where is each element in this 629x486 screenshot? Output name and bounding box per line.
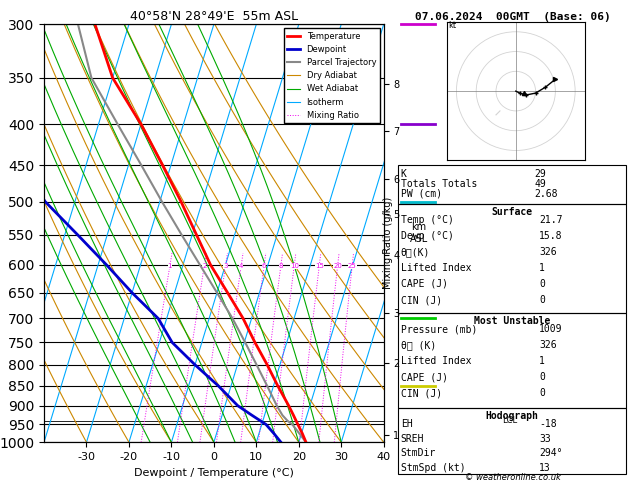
Text: LCL: LCL: [503, 417, 518, 425]
X-axis label: Dewpoint / Temperature (°C): Dewpoint / Temperature (°C): [134, 468, 294, 478]
Text: 326: 326: [539, 340, 557, 350]
Text: 1009: 1009: [539, 324, 562, 334]
Text: 07.06.2024  00GMT  (Base: 06): 07.06.2024 00GMT (Base: 06): [415, 12, 611, 22]
Text: Temp (°C): Temp (°C): [401, 215, 454, 225]
Text: 1: 1: [539, 356, 545, 366]
Text: 13: 13: [539, 463, 551, 473]
Text: 1: 1: [539, 263, 545, 273]
Text: 0: 0: [539, 388, 545, 399]
Text: 0: 0: [539, 295, 545, 305]
Text: CIN (J): CIN (J): [401, 295, 442, 305]
Text: Surface: Surface: [491, 207, 532, 217]
Text: 3: 3: [223, 262, 228, 269]
Text: 294°: 294°: [539, 448, 562, 458]
Text: 1: 1: [168, 262, 172, 269]
Text: 326: 326: [539, 247, 557, 257]
Text: © weatheronline.co.uk: © weatheronline.co.uk: [465, 473, 560, 482]
Text: kt: kt: [448, 21, 457, 30]
Text: θᴄ (K): θᴄ (K): [401, 340, 436, 350]
Text: -18: -18: [539, 419, 557, 429]
Text: Lifted Index: Lifted Index: [401, 356, 471, 366]
Text: Pressure (mb): Pressure (mb): [401, 324, 477, 334]
Text: K: K: [401, 169, 406, 179]
Text: PW (cm): PW (cm): [401, 189, 442, 199]
Text: 33: 33: [539, 434, 551, 444]
Text: 49: 49: [535, 179, 546, 189]
Text: CAPE (J): CAPE (J): [401, 279, 448, 289]
Text: 0: 0: [539, 279, 545, 289]
Text: 29: 29: [535, 169, 546, 179]
Text: 4: 4: [239, 262, 243, 269]
Text: EH: EH: [401, 419, 413, 429]
Text: 6: 6: [262, 262, 266, 269]
Text: Totals Totals: Totals Totals: [401, 179, 477, 189]
Text: SREH: SREH: [401, 434, 424, 444]
Text: Dewp (°C): Dewp (°C): [401, 231, 454, 241]
Title: 40°58'N 28°49'E  55m ASL: 40°58'N 28°49'E 55m ASL: [130, 10, 298, 23]
Text: StmDir: StmDir: [401, 448, 436, 458]
Text: 2: 2: [202, 262, 206, 269]
Text: 25: 25: [348, 262, 357, 269]
Text: CIN (J): CIN (J): [401, 388, 442, 399]
Text: 8: 8: [279, 262, 283, 269]
Text: 21.7: 21.7: [539, 215, 562, 225]
Y-axis label: km
ASL: km ASL: [410, 223, 428, 244]
Text: 2.68: 2.68: [535, 189, 558, 199]
Text: 0: 0: [539, 372, 545, 382]
Text: Hodograph: Hodograph: [485, 411, 538, 421]
Text: CAPE (J): CAPE (J): [401, 372, 448, 382]
Text: 15: 15: [315, 262, 324, 269]
Text: StmSpd (kt): StmSpd (kt): [401, 463, 465, 473]
Text: Most Unstable: Most Unstable: [474, 316, 550, 326]
Text: Lifted Index: Lifted Index: [401, 263, 471, 273]
Text: Mixing Ratio (g/kg): Mixing Ratio (g/kg): [383, 197, 393, 289]
Text: 10: 10: [290, 262, 299, 269]
Legend: Temperature, Dewpoint, Parcel Trajectory, Dry Adiabat, Wet Adiabat, Isotherm, Mi: Temperature, Dewpoint, Parcel Trajectory…: [284, 29, 379, 123]
Text: θᴄ(K): θᴄ(K): [401, 247, 430, 257]
Text: 20: 20: [333, 262, 342, 269]
Text: 15.8: 15.8: [539, 231, 562, 241]
